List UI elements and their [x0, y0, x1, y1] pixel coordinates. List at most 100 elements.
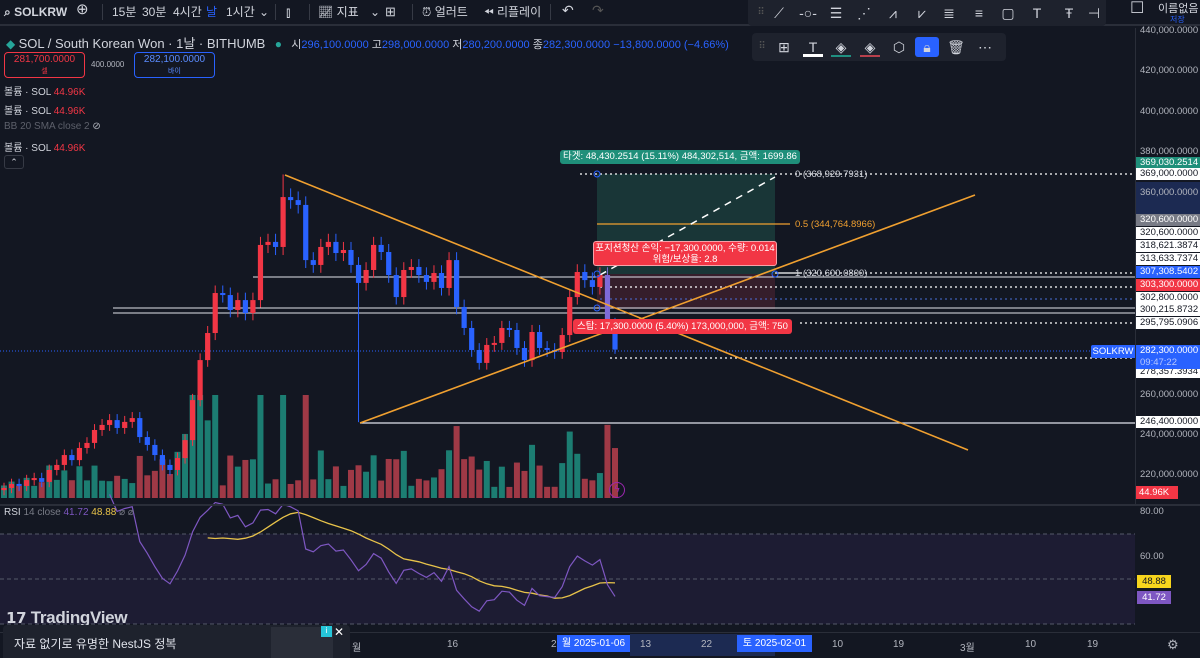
rsi-legend[interactable]: RSI 14 close 41.72 48.88 ⌀ ⌀ [4, 507, 134, 518]
rectangle-icon[interactable]: ▢ [1001, 5, 1015, 21]
chart-title[interactable]: SOL / South Korean Won · 1날 · BITHUMB [18, 36, 266, 51]
drag-handle-icon[interactable]: ⠿ [758, 41, 766, 52]
layout-square-icon[interactable]: ☐ [1130, 0, 1145, 17]
stop-color-icon[interactable]: ◈ [860, 37, 880, 57]
interval-day[interactable]: 날 [206, 5, 218, 19]
rsi-extra: ⌀ ⌀ [119, 507, 134, 518]
candle [159, 455, 166, 465]
parallel-channel-icon[interactable]: ☰ [829, 5, 843, 21]
volume-bar [91, 465, 98, 498]
alert-label: 얼러트 [434, 5, 468, 19]
indicator-bb[interactable]: BB 20 SMA close 2 ⊘ [4, 121, 101, 132]
alert-button[interactable]: ⏰︎ 얼러트 [422, 4, 468, 20]
candle [612, 321, 618, 350]
candle [182, 440, 188, 459]
volume-bar [355, 465, 362, 498]
ad-info-icon[interactable]: i [321, 626, 332, 637]
save-button[interactable]: 저장 [1170, 15, 1185, 24]
volume-bar [204, 420, 211, 498]
candle [491, 342, 497, 345]
candle [16, 483, 22, 486]
templates-grid-icon[interactable]: ⊞ [385, 4, 396, 19]
ad-banner[interactable]: 자료 없기로 유명한 NestJS 정복 i ✕ [3, 625, 350, 658]
gear-icon[interactable]: ⚙ [1167, 637, 1179, 652]
low-label: 저 [452, 39, 463, 51]
abcd-pattern-icon[interactable]: ⩗ [918, 5, 926, 21]
candle [363, 269, 369, 283]
ascending-trendline [359, 194, 976, 424]
trash-icon[interactable]: 🗑︎ [947, 39, 965, 55]
fib-1-label: 1 (320,600.0800) [795, 268, 868, 279]
symbol-search[interactable]: ⌕ SOLKRW [4, 4, 67, 20]
volume-bar [265, 483, 272, 498]
redo-icon[interactable]: ↷ [592, 2, 604, 18]
replay-button[interactable]: ⏪︎ 리플레이 [484, 4, 541, 20]
pattern-icon[interactable]: ⩘ [889, 5, 897, 21]
indicator-name: BB 20 SMA close 2 [4, 121, 90, 132]
fib-retracement-icon[interactable]: ⋰ [857, 5, 871, 21]
candle [536, 332, 543, 348]
candle [39, 478, 45, 482]
ad-text[interactable]: 자료 없기로 유명한 NestJS 정복 [14, 637, 177, 651]
price-axis[interactable] [1135, 28, 1200, 506]
more-tools-icon[interactable]: ⊣ [1087, 5, 1101, 21]
volume-bar [136, 455, 143, 498]
volume-bar [219, 485, 226, 498]
target-label: 타겟: 48,430.2514 (15.11%) 484,302,514, 금액… [560, 150, 800, 164]
price-axis-label: 320,600.0000 [1136, 213, 1200, 226]
indicator-volume-1[interactable]: 볼륨 · SOL 44.96K [4, 83, 85, 98]
chevron-down-icon[interactable]: ⌄ [259, 5, 270, 19]
fill-color-icon[interactable]: ◈ [831, 37, 851, 57]
ad-close-icon[interactable]: ✕ [334, 625, 345, 639]
horizontal-ray-icon[interactable]: -○- [799, 5, 817, 21]
interval-4h[interactable]: 4시간 [173, 5, 202, 19]
text-icon[interactable]: T [1032, 5, 1042, 21]
candle [333, 241, 339, 254]
volume-bar [612, 448, 618, 498]
settings-hexagon-icon[interactable]: ⬡ [892, 39, 906, 55]
indicator-name: 볼륨 · SOL [4, 143, 51, 154]
interval-1h[interactable]: 1시간 [226, 5, 255, 19]
indicator-volume-3[interactable]: 볼륨 · SOL 44.96K [4, 139, 85, 154]
volume-bar [393, 459, 400, 498]
lock-icon[interactable]: 🔒︎ [915, 37, 939, 57]
price-axis-label: 246,400.0000 [1136, 416, 1200, 429]
candle [521, 347, 528, 361]
brand-text: TradingView [30, 608, 128, 627]
volume-bar [16, 485, 23, 498]
buy-button[interactable]: 282,100.0000 바이 [134, 52, 215, 78]
interval-15m[interactable]: 15분 [112, 5, 137, 19]
last-price-value: 282,300.0000 [1140, 345, 1199, 356]
volume-bar [144, 475, 151, 498]
hidden-eye-icon[interactable]: ⊘ [92, 121, 101, 132]
template-icon[interactable]: ⊞ [778, 39, 790, 55]
more-icon[interactable]: ⋯ [978, 39, 992, 55]
price-axis-label: 313,633.7374 [1136, 252, 1200, 265]
drag-handle-icon[interactable]: ⠿ [757, 7, 765, 18]
pane-separator[interactable] [0, 504, 1200, 506]
trend-line-icon[interactable]: ⟋ [774, 5, 784, 21]
open-label: 시 [291, 39, 302, 51]
add-symbol-icon[interactable]: ⊕ [76, 1, 89, 18]
text-color-icon[interactable]: T [803, 37, 823, 57]
lightning-icon[interactable]: ϟ [609, 482, 625, 498]
symbol-logo-icon: ◆ [6, 37, 16, 51]
anchored-text-icon[interactable]: Ŧ [1064, 5, 1074, 21]
indicators-button[interactable]: 📈︎ 지표 [318, 4, 359, 20]
volume-bar [566, 431, 573, 498]
sell-button[interactable]: 281,700.0000 셀 [4, 52, 85, 78]
tradingview-logo[interactable]: 𝟭𝟳 TradingView [6, 608, 128, 628]
volume-bar [227, 455, 234, 498]
time-axis[interactable] [0, 632, 1200, 658]
indicator-volume-2[interactable]: 볼륨 · SOL 44.96K [4, 102, 85, 117]
long-position-icon[interactable]: ≣ [943, 5, 955, 21]
short-position-icon[interactable]: ≡ [974, 5, 984, 21]
candle-type-icon[interactable]: ⫾ [286, 4, 291, 20]
undo-icon[interactable]: ↶ [562, 2, 574, 18]
layout-name[interactable]: 이름없음 [1158, 3, 1199, 15]
chevron-down-icon[interactable]: ⌄ [370, 5, 381, 19]
collapse-legend-button[interactable]: ⌃ [4, 155, 24, 169]
interval-30m[interactable]: 30분 [142, 5, 167, 19]
volume-bar [378, 480, 385, 498]
